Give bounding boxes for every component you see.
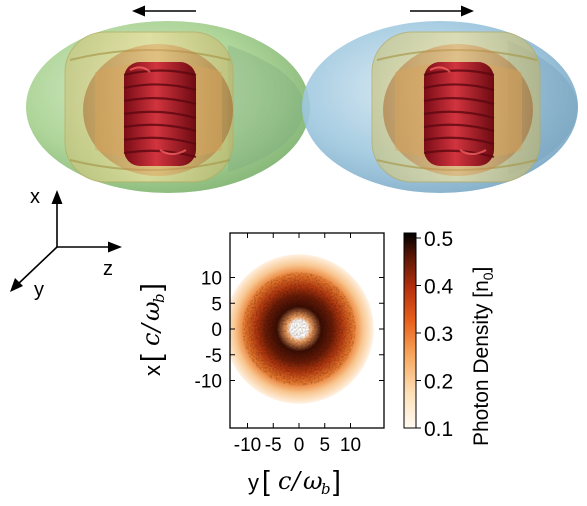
right-density-render bbox=[302, 21, 578, 193]
left-core bbox=[123, 62, 197, 166]
colorbar-label-main: Photon Density [n bbox=[470, 280, 493, 446]
ylabel-unit-c: c bbox=[137, 333, 165, 346]
x-tick-label: 5 bbox=[319, 435, 330, 456]
left-outer-cap-shade bbox=[228, 45, 305, 172]
y-tick-label: -5 bbox=[205, 346, 222, 367]
colorbar-tick-label: 0.3 bbox=[424, 323, 453, 346]
x-tick-label: 0 bbox=[294, 435, 305, 456]
colorbar-label: Photon Density [n0] bbox=[470, 267, 496, 446]
colorbar-tick-label: 0.5 bbox=[424, 228, 453, 251]
x-tick-label: -10 bbox=[234, 435, 261, 456]
svg-text:[: [ bbox=[262, 465, 270, 496]
x-tick-label: -5 bbox=[265, 435, 282, 456]
colorbar-gradient bbox=[403, 232, 417, 429]
svg-text:Photon Density [n0]: Photon Density [n0] bbox=[470, 267, 496, 446]
svg-text:[: [ bbox=[135, 354, 166, 362]
axis-x-label: x bbox=[30, 186, 40, 208]
svg-text:]: ] bbox=[135, 283, 166, 291]
xlabel-unit-omega: ω bbox=[303, 467, 323, 495]
colorbar: 0.5 0.4 0.3 0.2 0.1 Photon Density [n0] bbox=[403, 228, 496, 446]
axis-y-label: y bbox=[34, 279, 44, 301]
colorbar-tick-label: 0.2 bbox=[424, 371, 453, 394]
ylabel-unit-sub: b bbox=[150, 293, 168, 303]
xlabel-unit-sub: b bbox=[321, 480, 331, 498]
right-core bbox=[423, 62, 495, 166]
heatmap-frame bbox=[229, 232, 385, 429]
heatmap-ylabel: x [ c / ω b ] bbox=[135, 283, 168, 376]
y-tick-label: 5 bbox=[211, 294, 222, 315]
right-direction-arrow bbox=[410, 5, 474, 17]
colorbar-label-sub: 0 bbox=[480, 272, 496, 280]
colorbar-label-end: ] bbox=[470, 267, 493, 273]
svg-text:]: ] bbox=[333, 465, 341, 496]
x-tick-label: 10 bbox=[340, 435, 361, 456]
colorbar-ticks: 0.5 0.4 0.3 0.2 0.1 bbox=[416, 228, 454, 441]
xlabel-unit-slash: / bbox=[290, 467, 303, 495]
heatmap-xlabel: y [ c / ω b ] bbox=[248, 465, 341, 498]
xlabel-unit-c: c bbox=[278, 467, 291, 495]
ylabel-variable: x bbox=[140, 365, 165, 376]
colorbar-tick-label: 0.1 bbox=[424, 418, 453, 441]
left-density-render bbox=[26, 21, 310, 193]
photon-ring-speckle bbox=[242, 272, 356, 386]
axis-triad: x z y bbox=[10, 186, 122, 301]
colorbar-tick-label: 0.4 bbox=[424, 276, 454, 299]
ylabel-unit-slash: / bbox=[137, 321, 165, 334]
left-direction-arrow bbox=[132, 5, 196, 17]
y-tick-label: 0 bbox=[211, 320, 222, 341]
x-ticks: -10 -5 0 5 10 bbox=[234, 233, 361, 456]
axis-z-label: z bbox=[103, 258, 113, 280]
ylabel-unit-omega: ω bbox=[137, 301, 165, 321]
y-ticks: 10 5 0 -5 -10 bbox=[195, 269, 384, 393]
y-tick-label: -10 bbox=[195, 372, 222, 393]
y-tick-label: 10 bbox=[201, 269, 222, 290]
xlabel-variable: y bbox=[248, 470, 259, 495]
